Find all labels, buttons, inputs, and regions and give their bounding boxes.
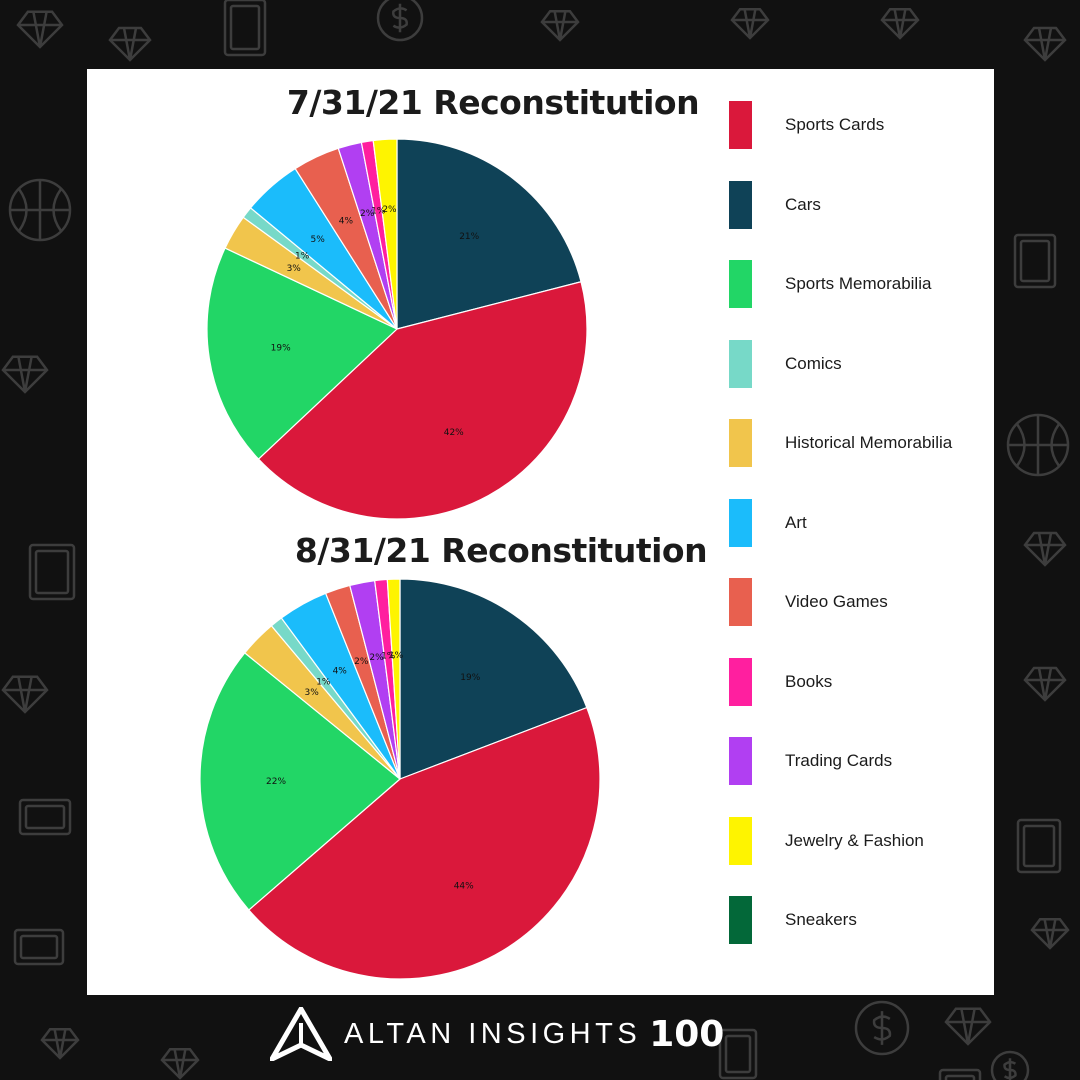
legend-label: Historical Memorabilia [785, 433, 953, 452]
trading-card-icon [223, 0, 267, 57]
legend-label: Art [785, 512, 807, 532]
basketball-icon [8, 178, 72, 242]
pie-data-label: 2% [369, 653, 384, 663]
pie-slice-jewelry-fashion [372, 138, 398, 330]
legend-item-art: Art [729, 498, 989, 547]
legend-label: Trading Cards [785, 751, 893, 770]
brand-name: ALTAN INSIGHTS [344, 1017, 642, 1050]
pie-data-label: 1% [389, 651, 404, 661]
pie-slice-sports-memorabilia [206, 247, 399, 460]
pie-data-label: 4% [333, 667, 348, 677]
legend-item-sports-cards: Sports Cards [729, 101, 989, 149]
dollar-coin-icon [376, 0, 424, 42]
legend-item-comics: Comics [729, 339, 989, 388]
diamond-icon [40, 1027, 80, 1060]
pie-data-label: 1% [381, 652, 396, 662]
pie-slice-jewelry-fashion [386, 578, 401, 780]
dollar-coin-icon [854, 1000, 910, 1056]
pie-data-label: 1% [316, 678, 331, 688]
legend-label: Sports Cards [785, 115, 885, 134]
legend-swatch [729, 101, 752, 149]
legend-item-jewelry-fashion: Jewelry & Fashion [729, 816, 989, 865]
legend-label: Video Games [785, 592, 888, 611]
legend-swatch [729, 816, 752, 865]
legend-item-video-games: Video Games [729, 578, 989, 626]
diamond-icon [108, 26, 152, 62]
legend-item-cars: Cars [729, 180, 989, 229]
pie-slice-sports-memorabilia [199, 652, 401, 911]
chart-title-july: 7/31/21 Reconstitution [286, 83, 700, 122]
chart-panel: 7/31/21 Reconstitution 21% 42% 19% 3% 1% 5% 4%… [87, 69, 994, 995]
legend-item-trading-cards: Trading Cards [729, 737, 989, 785]
book-icon [13, 928, 65, 966]
pie-data-label: 2% [354, 657, 369, 667]
trading-card-icon [1013, 233, 1057, 289]
pie-data-label: 19% [460, 673, 480, 683]
pie-slice-cars [399, 578, 588, 780]
diamond-icon [540, 9, 580, 42]
pie-data-label: 2% [360, 209, 375, 219]
diamond-icon [1023, 531, 1067, 567]
legend-swatch [729, 419, 752, 467]
chart-title-august: 8/31/21 Reconstitution [294, 531, 708, 570]
brand-footer: ALTAN INSIGHTS 100 [270, 1006, 724, 1062]
diamond-icon [730, 7, 770, 40]
diamond-icon [1, 355, 49, 394]
pie-data-label: 5% [311, 235, 326, 245]
diamond-icon [1023, 666, 1067, 702]
dollar-coin-icon [990, 1050, 1030, 1080]
pie-data-label: 1% [295, 251, 310, 261]
pie-chart-july: 21%42%19%3%1%5%4%2%1%2% [206, 138, 588, 520]
pie-data-label: 44% [454, 881, 474, 891]
pie-data-label: 42% [444, 428, 464, 438]
pie-data-label: 2% [382, 205, 397, 215]
legend-item-sneakers: Sneakers [729, 896, 989, 944]
pie-slice-sports-cards [248, 706, 601, 980]
legend-label: Books [785, 671, 833, 691]
legend-label: Sneakers [785, 910, 857, 929]
car-icon [1016, 818, 1062, 874]
trading-card-icon [938, 1068, 982, 1080]
pie-data-label: 21% [459, 232, 479, 242]
pie-data-label: 19% [271, 343, 291, 353]
diamond-icon [1030, 917, 1070, 950]
diamond-icon [160, 1047, 200, 1080]
pie-data-label: 1% [371, 206, 386, 216]
legend-label: Jewelry & Fashion [785, 830, 924, 850]
pie-data-label: 22% [266, 777, 286, 787]
diamond-icon [1, 675, 49, 714]
legend-swatch [729, 339, 752, 388]
diamond-icon [944, 1007, 992, 1046]
book-icon [28, 543, 76, 601]
pie-slice-sports-cards [257, 281, 588, 520]
pie-data-label: 3% [304, 688, 319, 698]
book-icon [718, 1028, 758, 1080]
basketball-icon [1006, 413, 1070, 477]
pie-chart-august: 19%44%22%3%1%4%2% 2%1%1% [199, 578, 601, 980]
pie-slice-cars [396, 138, 582, 330]
legend-item-books: Books [729, 657, 989, 706]
legend-item-historical-memorabilia: Historical Memorabilia [729, 419, 989, 467]
legend-label: Comics [785, 353, 842, 373]
legend-swatch [729, 498, 752, 547]
legend-swatch [729, 896, 752, 944]
altan-mountain-logo-icon [270, 1007, 332, 1061]
diamond-icon [1023, 26, 1067, 62]
diamond-icon [16, 10, 64, 49]
sneaker-icon [18, 798, 72, 836]
diamond-icon [880, 7, 920, 40]
brand-number: 100 [649, 1013, 725, 1055]
pie-data-label: 3% [287, 264, 302, 274]
legend-label: Sports Memorabilia [785, 274, 932, 293]
legend-swatch [729, 260, 752, 308]
legend-swatch [729, 578, 752, 626]
legend-item-sports-memorabilia: Sports Memorabilia [729, 260, 989, 308]
legend-label: Cars [785, 194, 821, 214]
legend-swatch [729, 180, 752, 229]
pie-data-label: 4% [339, 216, 354, 226]
legend-swatch [729, 657, 752, 706]
legend-swatch [729, 737, 752, 785]
